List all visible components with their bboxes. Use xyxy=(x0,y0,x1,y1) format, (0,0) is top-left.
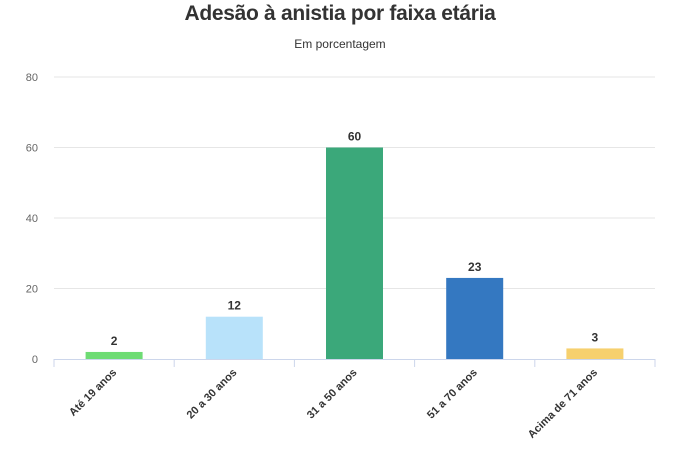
bar[interactable] xyxy=(205,316,263,359)
bar[interactable] xyxy=(566,348,624,359)
data-label: 12 xyxy=(228,299,242,313)
x-tick-label: Até 19 anos xyxy=(67,367,119,419)
bar[interactable] xyxy=(85,351,143,359)
x-tick-label: 31 a 50 anos xyxy=(305,367,360,422)
x-tick-label: Acima de 71 anos xyxy=(526,367,600,441)
data-label: 2 xyxy=(111,334,118,348)
data-label: 60 xyxy=(348,130,362,144)
chart-title: Adesão à anistia por faixa etária xyxy=(184,2,496,25)
y-tick-label: 0 xyxy=(32,354,38,366)
chart-subtitle: Em porcentagem xyxy=(294,37,386,51)
bar[interactable] xyxy=(446,277,504,359)
y-tick-label: 40 xyxy=(26,213,38,225)
y-tick-label: 80 xyxy=(26,72,38,84)
bar[interactable] xyxy=(326,147,383,360)
x-tick-label: 51 a 70 anos xyxy=(425,367,480,422)
x-tick-label: 20 a 30 anos xyxy=(185,367,240,422)
y-tick-label: 20 xyxy=(26,284,38,296)
y-tick-label: 60 xyxy=(26,143,38,155)
data-label: 23 xyxy=(468,260,482,274)
data-label: 3 xyxy=(592,330,599,344)
